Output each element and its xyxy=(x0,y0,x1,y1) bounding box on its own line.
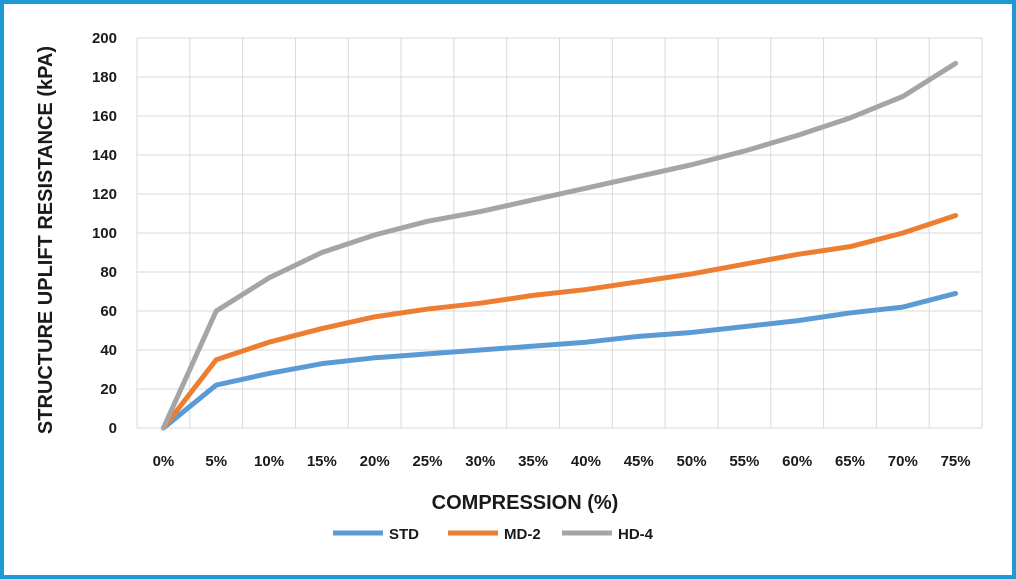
x-tick-label: 65% xyxy=(835,453,865,470)
y-tick-label: 20 xyxy=(100,381,117,398)
grid-lines xyxy=(136,37,983,429)
series-line-hd-4 xyxy=(160,60,959,431)
x-tick-label: 70% xyxy=(888,453,918,470)
x-tick-label: 0% xyxy=(153,453,175,470)
y-tick-label: 120 xyxy=(92,186,117,203)
x-tick-label: 10% xyxy=(254,453,284,470)
x-tick-label: 60% xyxy=(782,453,812,470)
y-tick-label: 200 xyxy=(92,30,117,47)
y-tick-label: 40 xyxy=(100,342,117,359)
x-tick-label: 30% xyxy=(465,453,495,470)
x-tick-label: 15% xyxy=(307,453,337,470)
x-tick-label: 5% xyxy=(205,453,227,470)
y-tick-label: 60 xyxy=(100,303,117,320)
y-tick-label: 80 xyxy=(100,264,117,281)
legend: STD MD-2 HD-4 xyxy=(333,526,654,543)
y-tick-label: 180 xyxy=(92,69,117,86)
series-line-std xyxy=(160,290,959,431)
legend-label-std: STD xyxy=(389,526,419,543)
x-tick-label: 45% xyxy=(624,453,654,470)
x-tick-label: 55% xyxy=(729,453,759,470)
legend-label-hd-4: HD-4 xyxy=(618,526,654,543)
y-tick-label: 160 xyxy=(92,108,117,125)
x-tick-label: 40% xyxy=(571,453,601,470)
x-axis-ticks: 0% 5% 10% 15% 20% 25% 30% 35% 40% 45% 50% 55% 60% 65%… xyxy=(153,453,971,470)
y-tick-label: 100 xyxy=(92,225,117,242)
series-lines xyxy=(160,60,959,431)
legend-label-md-2: MD-2 xyxy=(504,526,541,543)
x-axis-title: COMPRESSION (%) xyxy=(432,492,619,514)
x-tick-label: 50% xyxy=(677,453,707,470)
y-tick-label: 0 xyxy=(109,420,117,437)
series-line-md-2 xyxy=(160,212,959,431)
x-tick-label: 75% xyxy=(941,453,971,470)
x-tick-label: 35% xyxy=(518,453,548,470)
y-axis-ticks: 0 20 40 60 80 100 120 140 160 180 200 xyxy=(92,30,117,437)
y-axis-title: STRUCTURE UPLIFT RESISTANCE (kPA) xyxy=(35,46,57,434)
x-tick-label: 25% xyxy=(412,453,442,470)
x-tick-label: 20% xyxy=(360,453,390,470)
y-tick-label: 140 xyxy=(92,147,117,164)
